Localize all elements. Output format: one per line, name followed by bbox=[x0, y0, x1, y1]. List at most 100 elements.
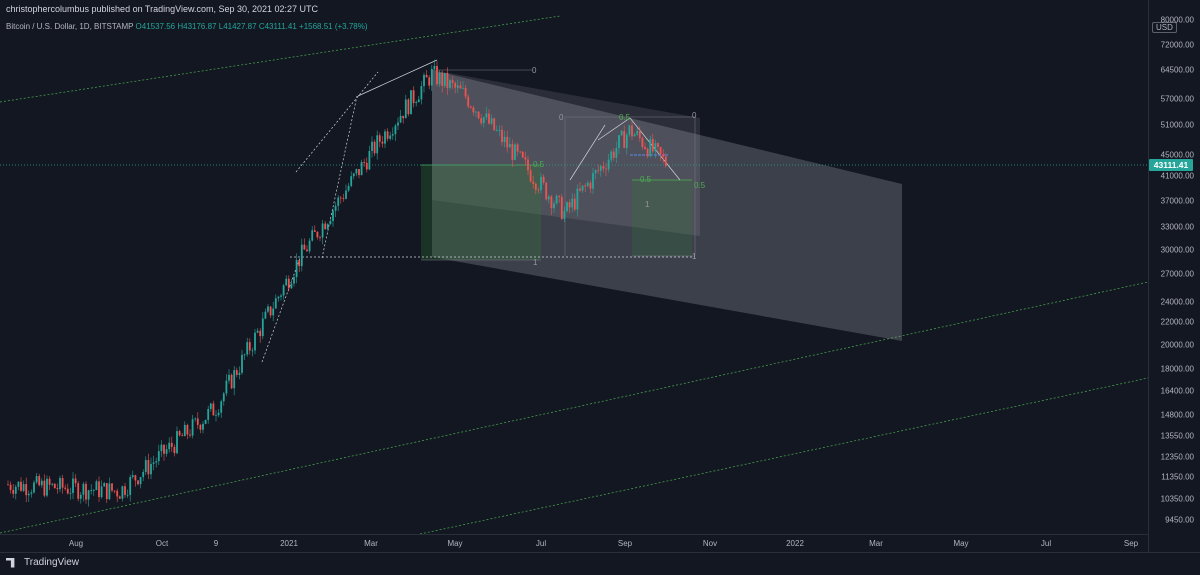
candle-body bbox=[433, 65, 436, 69]
candle-body bbox=[659, 146, 662, 155]
candle-body bbox=[113, 490, 116, 492]
candle-body bbox=[592, 173, 594, 189]
candle-body bbox=[355, 169, 358, 174]
candle-body bbox=[303, 244, 306, 250]
fib-label-right-half: 0.5 bbox=[694, 181, 706, 190]
price-tick-label: 37000.00 bbox=[1160, 196, 1194, 205]
high-value: H43176.87 bbox=[177, 22, 217, 31]
time-tick-label: Mar bbox=[364, 539, 378, 548]
candle-body bbox=[287, 278, 290, 289]
candle-body bbox=[290, 283, 293, 289]
candle-body bbox=[540, 176, 542, 191]
time-tick-label: May bbox=[953, 539, 969, 548]
candle-body bbox=[651, 138, 654, 152]
time-tick-label: 2022 bbox=[786, 539, 804, 548]
price-axis[interactable] bbox=[1148, 0, 1200, 552]
symbol-name[interactable]: Bitcoin / U.S. Dollar, 1D, BITSTAMP bbox=[6, 22, 134, 31]
price-tick-label: 9450.00 bbox=[1165, 515, 1194, 525]
candle-body bbox=[56, 488, 59, 490]
candle-body bbox=[586, 182, 589, 186]
candle-body bbox=[545, 182, 548, 200]
trend-line-upper bbox=[0, 15, 561, 103]
candle-body bbox=[579, 188, 581, 191]
candle-body bbox=[527, 159, 529, 171]
tradingview-logo-icon bbox=[6, 557, 15, 568]
candle-body bbox=[25, 484, 28, 496]
candle-body bbox=[248, 342, 251, 351]
candle-body bbox=[196, 418, 199, 425]
candle-body bbox=[259, 330, 262, 337]
candle-body bbox=[254, 332, 256, 351]
candle-body bbox=[124, 486, 126, 495]
brand-name: TradingView bbox=[24, 557, 80, 568]
price-tick-label: 18000.00 bbox=[1160, 364, 1194, 374]
candle-body bbox=[85, 483, 87, 500]
trend-line-middle bbox=[0, 281, 1149, 534]
price-tick-label: 16400.00 bbox=[1160, 386, 1194, 396]
price-tick-label: 33000.00 bbox=[1160, 222, 1194, 232]
candle-body bbox=[506, 136, 509, 148]
candle-body bbox=[436, 65, 438, 85]
fib-label-half: 0.5 bbox=[533, 160, 545, 169]
candle-body bbox=[342, 198, 345, 199]
candle-body bbox=[295, 260, 298, 278]
open-value: O41537.56 bbox=[135, 22, 176, 31]
candle-body bbox=[654, 143, 657, 152]
candle-body bbox=[430, 68, 433, 86]
candle-body bbox=[282, 285, 285, 296]
candle-body bbox=[9, 484, 12, 491]
candle-body bbox=[14, 486, 17, 494]
candle-body bbox=[503, 136, 506, 143]
candle-body bbox=[235, 370, 238, 375]
candle-body bbox=[459, 85, 462, 89]
candle-body bbox=[72, 478, 74, 493]
candle-body bbox=[345, 190, 347, 199]
candle-body bbox=[547, 196, 550, 200]
time-tick-label: 9 bbox=[213, 539, 219, 548]
candle-body bbox=[51, 483, 54, 485]
candle-body bbox=[410, 90, 412, 115]
fib-label-small-1: 1 bbox=[645, 200, 650, 209]
candle-body bbox=[87, 490, 90, 500]
time-axis[interactable] bbox=[0, 534, 1148, 553]
candle-body bbox=[194, 418, 197, 420]
candle-body bbox=[12, 490, 15, 494]
candle-body bbox=[241, 354, 243, 373]
candle-body bbox=[212, 403, 215, 416]
candle-body bbox=[529, 170, 532, 182]
price-tick-label: 80000.00 bbox=[1160, 15, 1194, 25]
candle-body bbox=[160, 444, 163, 452]
candle-body bbox=[638, 131, 641, 139]
time-tick-label: Nov bbox=[702, 539, 718, 548]
candle-body bbox=[339, 197, 342, 199]
time-tick-label: 2021 bbox=[280, 539, 298, 548]
candle-body bbox=[98, 481, 100, 498]
candle-body bbox=[100, 486, 103, 498]
chart-area[interactable]: 0 0.5 1 0 0.5 0 0.5 1 0.5 1 bbox=[0, 0, 1149, 552]
candle-body bbox=[134, 475, 137, 481]
candle-body bbox=[233, 370, 236, 389]
candle-body bbox=[7, 484, 9, 486]
fib-label-mid-0: 0 bbox=[559, 113, 564, 122]
candle-body bbox=[571, 198, 574, 208]
candle-body bbox=[425, 74, 428, 78]
price-tick-label: 10350.00 bbox=[1160, 494, 1194, 504]
candle-body bbox=[602, 166, 605, 169]
candle-body bbox=[64, 487, 67, 489]
candle-body bbox=[623, 131, 626, 148]
candle-body bbox=[22, 484, 25, 491]
candle-body bbox=[662, 154, 665, 157]
candle-body bbox=[129, 477, 132, 495]
price-tick-label: 24000.00 bbox=[1160, 297, 1194, 307]
time-tick-label: Mar bbox=[869, 539, 883, 548]
candle-body bbox=[46, 478, 48, 496]
price-tick-label: 27000.00 bbox=[1160, 269, 1194, 279]
candle-body bbox=[605, 168, 607, 170]
candle-body bbox=[576, 188, 579, 210]
tradingview-logo[interactable]: TradingView bbox=[6, 557, 79, 568]
candle-body bbox=[490, 118, 493, 124]
time-tick-label: Jul bbox=[1040, 539, 1052, 548]
candle-body bbox=[329, 221, 332, 225]
candle-body bbox=[438, 72, 441, 85]
candle-body bbox=[558, 195, 561, 197]
